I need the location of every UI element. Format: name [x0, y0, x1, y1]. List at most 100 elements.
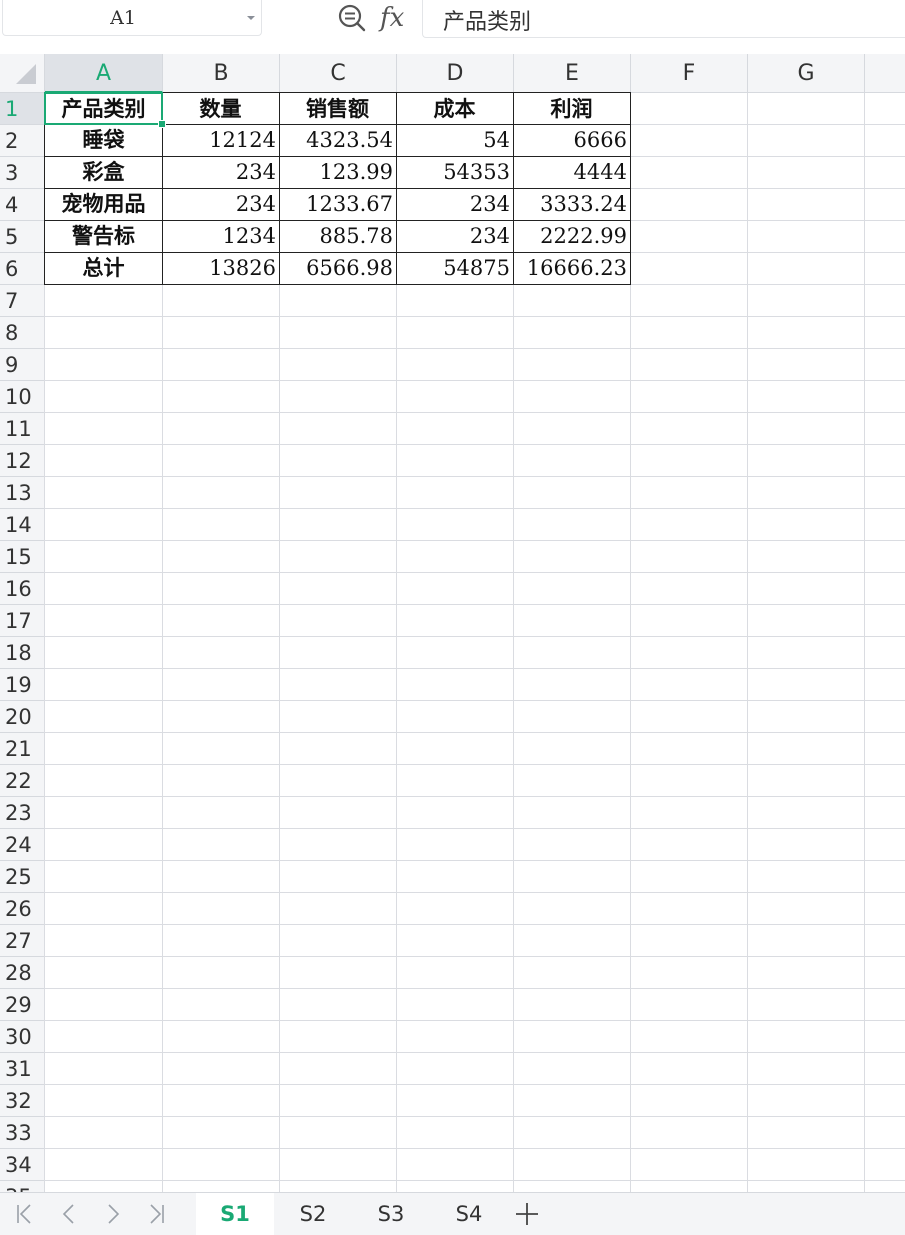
last-sheet-icon[interactable]	[143, 1201, 169, 1227]
table-header-cell[interactable]: 成本	[396, 92, 514, 125]
sheet-tab-s4[interactable]: S4	[455, 1202, 483, 1226]
column-header-c[interactable]: C	[280, 54, 397, 93]
row-header-14[interactable]: 14	[0, 509, 45, 541]
row-header-3[interactable]: 3	[0, 157, 45, 189]
sheet-tab-s1[interactable]: S1	[196, 1193, 274, 1235]
column-header-e[interactable]: E	[514, 54, 631, 93]
row-header-6[interactable]: 6	[0, 253, 45, 285]
column-header-g[interactable]: G	[748, 54, 865, 93]
column-header-a[interactable]: A	[45, 54, 163, 93]
table-cell[interactable]: 1234	[162, 220, 280, 253]
row-header-30[interactable]: 30	[0, 1021, 45, 1053]
row-header-29[interactable]: 29	[0, 989, 45, 1021]
row-header-13[interactable]: 13	[0, 477, 45, 509]
row-header-26[interactable]: 26	[0, 893, 45, 925]
gridline-horizontal	[45, 1020, 905, 1021]
gridline-vertical	[513, 93, 514, 1192]
table-cell[interactable]: 12124	[162, 124, 280, 157]
row-header-27[interactable]: 27	[0, 925, 45, 957]
next-sheet-icon[interactable]	[100, 1201, 126, 1227]
table-cell[interactable]: 13826	[162, 252, 280, 285]
table-cell[interactable]: 2222.99	[513, 220, 631, 253]
row-header-33[interactable]: 33	[0, 1117, 45, 1149]
row-header-9[interactable]: 9	[0, 349, 45, 381]
table-cell[interactable]: 234	[396, 220, 514, 253]
table-cell[interactable]: 警告标	[44, 220, 163, 253]
table-cell[interactable]: 4323.54	[279, 124, 397, 157]
name-box[interactable]: A1	[2, 0, 262, 36]
prev-sheet-icon[interactable]	[56, 1201, 82, 1227]
row-header-1[interactable]: 1	[0, 93, 45, 125]
chevron-down-icon[interactable]	[247, 16, 255, 20]
table-cell[interactable]: 睡袋	[44, 124, 163, 157]
row-header-28[interactable]: 28	[0, 957, 45, 989]
table-header-cell[interactable]: 利润	[513, 92, 631, 125]
table-cell[interactable]: 123.99	[279, 156, 397, 189]
row-header-15[interactable]: 15	[0, 541, 45, 573]
first-sheet-icon[interactable]	[12, 1201, 38, 1227]
table-header-cell[interactable]: 销售额	[279, 92, 397, 125]
table-cell[interactable]: 885.78	[279, 220, 397, 253]
row-header-7[interactable]: 7	[0, 285, 45, 317]
table-cell[interactable]: 宠物用品	[44, 188, 163, 221]
table-header-cell[interactable]: 产品类别	[44, 92, 163, 125]
add-sheet-icon[interactable]	[514, 1201, 540, 1227]
row-header-11[interactable]: 11	[0, 413, 45, 445]
table-cell[interactable]: 3333.24	[513, 188, 631, 221]
table-cell[interactable]: 54353	[396, 156, 514, 189]
row-header-8[interactable]: 8	[0, 317, 45, 349]
table-cell[interactable]: 1233.67	[279, 188, 397, 221]
column-header-d[interactable]: D	[397, 54, 514, 93]
table-cell[interactable]: 6666	[513, 124, 631, 157]
gridline-horizontal	[45, 1180, 905, 1181]
table-cell[interactable]: 234	[396, 188, 514, 221]
name-box-value: A1	[110, 7, 136, 29]
fill-handle[interactable]	[158, 120, 166, 128]
table-header-cell[interactable]: 数量	[162, 92, 280, 125]
table-cell[interactable]: 4444	[513, 156, 631, 189]
fx-icon[interactable]: fx	[380, 3, 405, 33]
row-header-34[interactable]: 34	[0, 1149, 45, 1181]
row-header-12[interactable]: 12	[0, 445, 45, 477]
table-cell[interactable]: 6566.98	[279, 252, 397, 285]
gridline-horizontal	[45, 828, 905, 829]
gridline-horizontal	[45, 348, 905, 349]
row-header-10[interactable]: 10	[0, 381, 45, 413]
row-header-19[interactable]: 19	[0, 669, 45, 701]
sheet-tab-s3[interactable]: S3	[377, 1202, 405, 1226]
row-header-35[interactable]: 35	[0, 1181, 45, 1192]
select-all-corner[interactable]	[0, 54, 45, 93]
gridline-vertical	[162, 93, 163, 1192]
row-header-5[interactable]: 5	[0, 221, 45, 253]
table-cell[interactable]: 234	[162, 156, 280, 189]
column-header-b[interactable]: B	[163, 54, 280, 93]
row-header-23[interactable]: 23	[0, 797, 45, 829]
row-header-17[interactable]: 17	[0, 605, 45, 637]
select-all-icon	[16, 64, 36, 84]
zoom-icon[interactable]	[337, 3, 367, 33]
table-cell[interactable]: 彩盒	[44, 156, 163, 189]
table-cell[interactable]: 总计	[44, 252, 163, 285]
row-header-20[interactable]: 20	[0, 701, 45, 733]
table-cell[interactable]: 54	[396, 124, 514, 157]
row-header-18[interactable]: 18	[0, 637, 45, 669]
table-cell[interactable]: 54875	[396, 252, 514, 285]
row-header-22[interactable]: 22	[0, 765, 45, 797]
row-header-24[interactable]: 24	[0, 829, 45, 861]
row-header-21[interactable]: 21	[0, 733, 45, 765]
sheet-tab-s2[interactable]: S2	[299, 1202, 327, 1226]
row-header-25[interactable]: 25	[0, 861, 45, 893]
row-header-31[interactable]: 31	[0, 1053, 45, 1085]
table-cell[interactable]: 234	[162, 188, 280, 221]
formula-input[interactable]: 产品类别	[422, 0, 905, 38]
row-header-16[interactable]: 16	[0, 573, 45, 605]
gridline-vertical	[44, 93, 45, 1192]
column-header-f[interactable]: F	[631, 54, 748, 93]
gridline-horizontal	[45, 700, 905, 701]
row-header-32[interactable]: 32	[0, 1085, 45, 1117]
gridline-vertical	[630, 93, 631, 1192]
row-header-4[interactable]: 4	[0, 189, 45, 221]
row-header-2[interactable]: 2	[0, 125, 45, 157]
table-cell[interactable]: 16666.23	[513, 252, 631, 285]
